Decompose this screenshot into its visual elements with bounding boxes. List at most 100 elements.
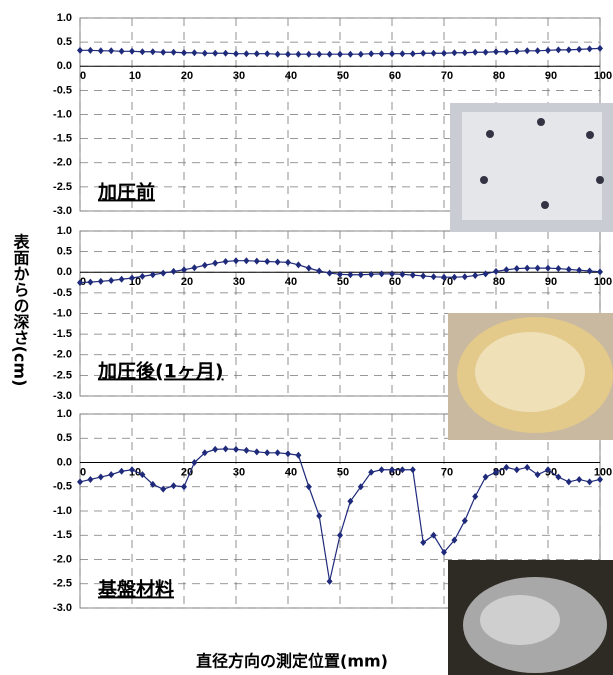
photo-disc: [475, 332, 585, 412]
data-point: [108, 471, 114, 478]
data-point: [566, 478, 572, 485]
data-point: [171, 49, 177, 56]
y-tick-label: 0.0: [57, 60, 72, 72]
y-tick-label: -3.0: [53, 602, 72, 614]
data-point: [295, 261, 301, 268]
data-point: [555, 46, 561, 53]
data-point: [462, 273, 468, 280]
data-point: [202, 50, 208, 57]
y-tick-label: -0.5: [53, 287, 72, 299]
photo-dot: [596, 176, 604, 184]
data-point: [306, 483, 312, 490]
photo-dot: [480, 176, 488, 184]
data-point: [150, 48, 156, 55]
y-tick-label: 0.5: [57, 432, 72, 444]
data-point: [368, 50, 374, 57]
data-point: [181, 483, 187, 490]
data-point: [493, 268, 499, 275]
data-point: [431, 273, 437, 280]
y-tick-label: -1.5: [53, 529, 72, 541]
data-point: [535, 265, 541, 272]
x-tick-label: 60: [389, 70, 401, 82]
photo-dot: [486, 130, 494, 138]
data-point: [87, 279, 93, 286]
data-point: [233, 446, 239, 453]
data-point: [223, 258, 229, 265]
x-tick-label: 90: [545, 276, 557, 288]
x-tick-label: 10: [129, 70, 141, 82]
data-point: [524, 265, 530, 272]
data-point: [191, 49, 197, 56]
data-point: [555, 265, 561, 272]
data-point: [98, 47, 104, 54]
data-point: [233, 50, 239, 57]
y-tick-label: -2.5: [53, 578, 72, 590]
data-point: [462, 517, 468, 524]
data-point: [87, 476, 93, 483]
data-point: [316, 512, 322, 519]
data-point: [243, 257, 249, 264]
y-tick-label: -2.5: [53, 181, 72, 193]
x-tick-label: 30: [233, 276, 245, 288]
x-tick-label: 60: [389, 276, 401, 288]
data-point: [275, 449, 281, 456]
x-tick-label: 80: [493, 276, 505, 288]
plots: 1.0 0.5 0.0 -0.5 -1.0 -1.5 -2.0 -2.5 -3.0 0 10 20 30…: [53, 12, 612, 614]
x-tick-label: 100: [594, 276, 612, 288]
data-point: [483, 49, 489, 56]
data-point: [160, 49, 166, 56]
y-tick-label: -0.5: [53, 481, 72, 493]
x-tick-label: 40: [285, 466, 297, 478]
data-point: [275, 51, 281, 58]
chart: 表面からの深さ(cm) 直径方向の測定位置(mm) 1.00.50.0-0.5-…: [0, 0, 613, 675]
data-point: [264, 449, 270, 456]
y-tick-label: -1.5: [53, 133, 72, 145]
data-point: [108, 277, 114, 284]
data-point: [472, 49, 478, 56]
data-point: [243, 50, 249, 57]
y-tick-label: -2.0: [53, 349, 72, 361]
annotation: 加圧前: [97, 181, 155, 204]
y-tick-label: 1.0: [57, 225, 72, 237]
data-point: [441, 50, 447, 57]
data-point: [587, 478, 593, 485]
x-axis-label: 直径方向の測定位置(mm): [196, 652, 388, 671]
y-tick-label: -1.0: [53, 307, 72, 319]
annotation: 基盤材料: [97, 578, 174, 601]
data-point: [327, 51, 333, 58]
x-tick-label: 20: [181, 70, 193, 82]
data-point: [337, 51, 343, 58]
x-tick-label: 30: [233, 466, 245, 478]
y-tick-label: 0.5: [57, 36, 72, 48]
data-point: [389, 50, 395, 57]
x-tick-label: 50: [337, 70, 349, 82]
x-tick-label: 0: [80, 466, 86, 478]
data-point: [462, 49, 468, 56]
annotation: 加圧後(1ヶ月): [97, 360, 224, 383]
data-point: [524, 47, 530, 54]
data-point: [212, 446, 218, 453]
data-point: [223, 50, 229, 57]
y-tick-label: -2.0: [53, 553, 72, 565]
data-point: [472, 272, 478, 279]
data-point: [358, 51, 364, 58]
data-point: [597, 45, 603, 52]
data-point: [472, 493, 478, 500]
x-tick-label: 80: [493, 70, 505, 82]
y-tick-label: -1.0: [53, 108, 72, 120]
data-point: [535, 47, 541, 54]
data-point: [535, 471, 541, 478]
data-point: [379, 270, 385, 277]
data-point: [420, 539, 426, 546]
x-tick-label: 100: [594, 466, 612, 478]
data-point: [223, 445, 229, 452]
photos: [448, 103, 613, 675]
data-point: [77, 47, 83, 54]
data-point: [98, 278, 104, 285]
x-tick-label: 50: [337, 466, 349, 478]
data-point: [451, 49, 457, 56]
y-tick-label: -0.5: [53, 84, 72, 96]
data-point: [285, 259, 291, 266]
y-tick-label: 0.0: [57, 266, 72, 278]
data-point: [327, 578, 333, 585]
